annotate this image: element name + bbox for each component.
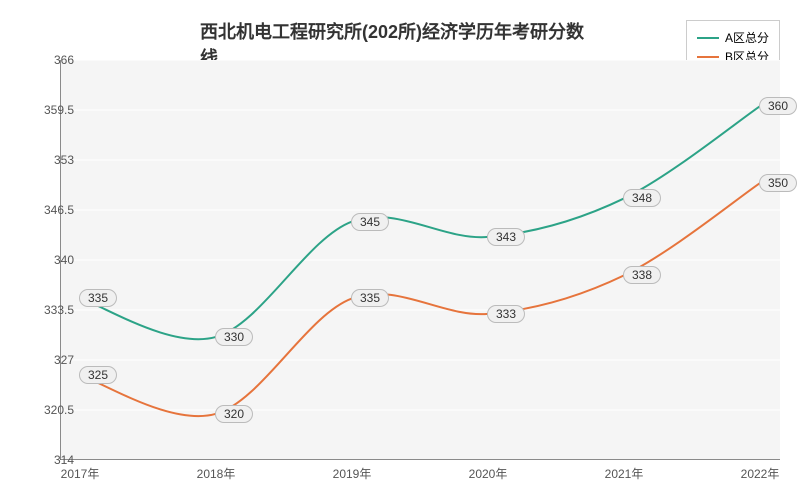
- x-axis-label: 2021年: [605, 465, 644, 482]
- x-axis-label: 2017年: [61, 465, 100, 482]
- data-label: 335: [351, 289, 389, 307]
- data-label: 333: [487, 305, 525, 323]
- y-axis-label: 353: [54, 153, 74, 167]
- data-label: 343: [487, 228, 525, 246]
- data-label: 348: [623, 189, 661, 207]
- legend-swatch-a: [697, 37, 719, 39]
- y-axis-label: 327: [54, 353, 74, 367]
- plot-svg: [60, 60, 780, 460]
- y-axis-label: 333.5: [44, 303, 74, 317]
- y-axis-label: 340: [54, 253, 74, 267]
- chart-container: 西北机电工程研究所(202所)经济学历年考研分数线 A区总分 B区总分 3143…: [0, 0, 800, 500]
- y-axis-label: 359.5: [44, 103, 74, 117]
- x-axis-label: 2020年: [469, 465, 508, 482]
- x-axis-label: 2022年: [741, 465, 780, 482]
- legend-label-a: A区总分: [725, 29, 769, 46]
- y-axis-label: 320.5: [44, 403, 74, 417]
- data-label: 330: [215, 328, 253, 346]
- data-label: 360: [759, 97, 797, 115]
- data-label: 350: [759, 174, 797, 192]
- data-label: 338: [623, 266, 661, 284]
- x-axis-label: 2019年: [333, 465, 372, 482]
- legend-swatch-b: [697, 56, 719, 58]
- data-label: 325: [79, 366, 117, 384]
- data-label: 335: [79, 289, 117, 307]
- data-label: 320: [215, 405, 253, 423]
- legend-item-a: A区总分: [697, 29, 769, 46]
- y-axis-label: 366: [54, 53, 74, 67]
- x-axis-label: 2018年: [197, 465, 236, 482]
- y-axis-label: 346.5: [44, 203, 74, 217]
- data-label: 345: [351, 213, 389, 231]
